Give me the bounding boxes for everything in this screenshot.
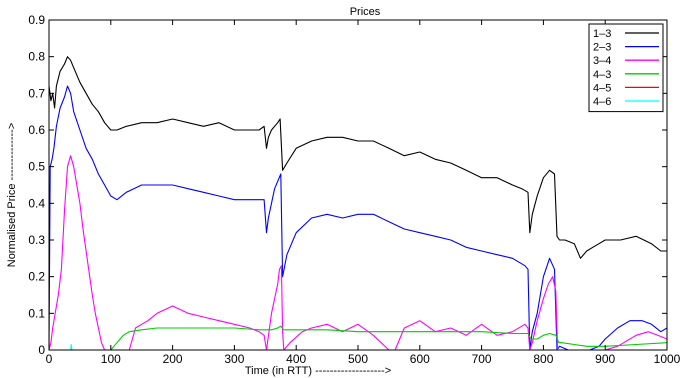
y-axis-label: Normalised Price --------------> [6,123,18,268]
x-tick-label: 1000 [654,352,681,366]
legend-label: 4–6 [593,96,611,108]
series-line-3 [48,155,668,351]
x-tick-label: 600 [410,352,430,366]
legend-box [588,23,664,113]
legend: 1–3 2–33–4 4–34–5 4–6 [588,23,664,113]
x-tick-label: 200 [163,352,183,366]
legend-label: 4–5 [593,82,611,94]
y-axis-ticks: 0 0.1 0.2 0.3 0.4 0.5 0.6 0.7 0.8 0.9 [28,13,667,357]
x-tick-label: 0 [46,352,53,366]
y-tick-label: 0.3 [28,233,45,247]
chart-title: Prices [350,6,381,18]
y-tick-label: 0 [38,343,45,357]
legend-label: 3–4 [593,55,611,67]
x-tick-label: 500 [348,352,368,366]
series-line-4 [49,325,668,351]
legend-label: 1–3 [593,28,611,40]
y-tick-label: 0.4 [28,196,45,210]
x-tick-label: 400 [286,352,306,366]
x-axis-ticks: 0 100 200 300 400 500 600 700 800 900 1000 [46,20,681,366]
y-tick-label: 0.9 [28,13,45,27]
y-tick-label: 0.6 [28,123,45,137]
x-axis-label: Time (in RTT) -------------------> [245,365,391,377]
x-tick-label: 100 [101,352,121,366]
legend-label: 4–3 [593,69,611,81]
x-tick-label: 900 [595,352,615,366]
y-tick-label: 0.5 [28,160,45,174]
x-tick-label: 300 [224,352,244,366]
y-tick-label: 0.7 [28,86,45,100]
y-tick-label: 0.1 [28,306,45,320]
series-line-1 [48,56,667,259]
x-tick-label: 800 [533,352,553,366]
y-tick-label: 0.2 [28,270,45,284]
legend-label: 2–3 [593,42,611,54]
x-tick-label: 700 [472,352,492,366]
y-tick-label: 0.8 [28,50,45,64]
